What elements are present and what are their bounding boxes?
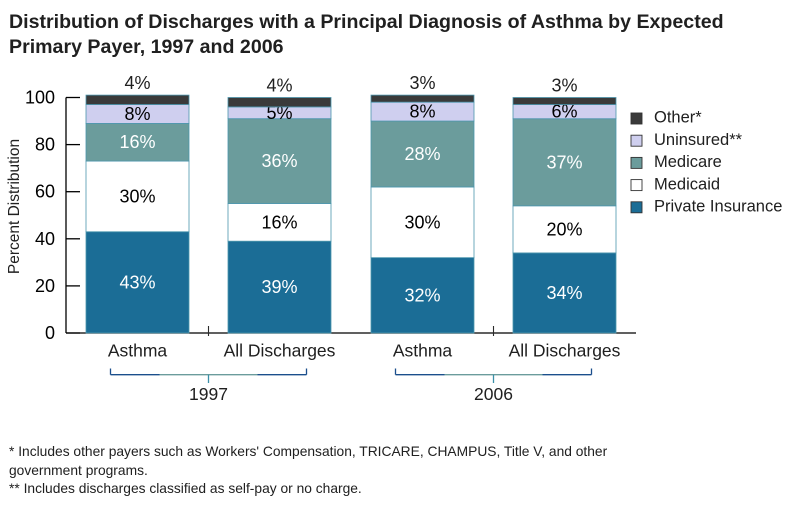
svg-text:100: 100	[25, 88, 55, 108]
svg-text:Other*: Other*	[654, 109, 702, 127]
svg-text:34%: 34%	[546, 283, 582, 303]
svg-text:Private Insurance: Private Insurance	[654, 198, 782, 216]
svg-text:3%: 3%	[551, 76, 577, 96]
svg-text:43%: 43%	[119, 272, 155, 292]
svg-text:Asthma: Asthma	[108, 341, 168, 361]
svg-text:36%: 36%	[261, 151, 297, 171]
svg-text:80: 80	[35, 135, 55, 155]
svg-text:28%: 28%	[404, 144, 440, 164]
svg-text:Medicaid: Medicaid	[654, 175, 720, 193]
svg-text:Medicare: Medicare	[654, 153, 722, 171]
svg-text:1997: 1997	[189, 384, 228, 404]
svg-text:0: 0	[45, 323, 55, 343]
svg-text:40: 40	[35, 229, 55, 249]
svg-text:All Discharges: All Discharges	[509, 341, 621, 361]
svg-text:20%: 20%	[546, 219, 582, 239]
svg-text:30%: 30%	[119, 186, 155, 206]
svg-text:39%: 39%	[261, 277, 297, 297]
svg-text:60: 60	[35, 182, 55, 202]
svg-text:16%: 16%	[261, 212, 297, 232]
svg-text:4%: 4%	[266, 76, 292, 96]
svg-text:4%: 4%	[124, 73, 150, 93]
svg-text:All Discharges: All Discharges	[224, 341, 336, 361]
svg-text:8%: 8%	[124, 104, 150, 124]
svg-text:2006: 2006	[474, 384, 513, 404]
svg-text:Uninsured**: Uninsured**	[654, 131, 743, 149]
svg-text:16%: 16%	[119, 132, 155, 152]
svg-text:Asthma: Asthma	[393, 341, 453, 361]
svg-text:3%: 3%	[409, 73, 435, 93]
svg-text:37%: 37%	[546, 152, 582, 172]
svg-text:8%: 8%	[409, 102, 435, 122]
svg-text:20: 20	[35, 276, 55, 296]
svg-text:32%: 32%	[404, 285, 440, 305]
svg-text:30%: 30%	[404, 212, 440, 232]
